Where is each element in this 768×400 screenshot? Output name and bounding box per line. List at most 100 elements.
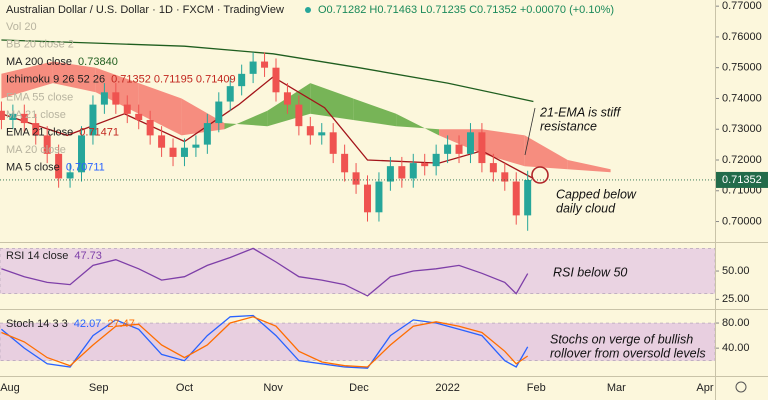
cloud (567, 160, 611, 173)
panel-title: RSI 14 close (6, 250, 68, 262)
candle-body (203, 123, 211, 145)
candle-body (32, 123, 40, 136)
x-tick-label: Sep (89, 382, 109, 394)
series-line (1, 247, 529, 297)
y-tick-label: 0.70000 (722, 215, 762, 227)
candle-body (386, 166, 394, 182)
candle-body (364, 184, 372, 213)
candle-body (169, 147, 177, 157)
x-tick-label: Nov (263, 382, 283, 394)
legend-name: EMA 55 close (6, 91, 73, 103)
panel-value: 47.73 (74, 250, 102, 262)
cloud (310, 83, 354, 120)
candle-body (158, 135, 166, 148)
x-tick-label: Apr (696, 382, 713, 394)
panel-title: Stoch 14 3 3 (6, 318, 68, 330)
candle-body (192, 144, 200, 148)
cloud (224, 110, 268, 130)
candle-body (261, 61, 269, 68)
candle-body (20, 113, 28, 124)
candle-body (89, 104, 97, 136)
y-tick-label: 0.75000 (722, 62, 762, 74)
candle-body (135, 113, 143, 120)
y-tick-label: 0.74000 (722, 92, 762, 104)
candle-body (55, 153, 63, 179)
candle-body (421, 163, 429, 167)
last-price-label: 0.71352 (722, 174, 762, 186)
annotation: 21-EMA is stiff (539, 105, 622, 119)
settings-icon[interactable] (735, 381, 747, 393)
candle-body (329, 132, 337, 154)
x-tick-label: Mar (607, 382, 626, 394)
y-tick-label: 0.76000 (722, 31, 762, 43)
y-tick-label: 40.00 (722, 342, 750, 354)
y-tick-label: 80.00 (722, 317, 750, 329)
legend-name: Vol 20 (6, 21, 37, 33)
candle-body (215, 101, 223, 124)
y-tick-label: 50.00 (722, 265, 750, 277)
candle-body (123, 104, 131, 114)
candle-body (306, 126, 314, 136)
y-tick-label: 0.72000 (722, 154, 762, 166)
annotation: resistance (540, 119, 597, 133)
candle-body (524, 180, 532, 216)
candle-body (9, 113, 17, 120)
candle-body (455, 144, 463, 154)
cloud (138, 83, 182, 136)
candle-body (283, 92, 291, 105)
cloud (95, 67, 139, 114)
series-line (1, 39, 534, 103)
candle-body (466, 132, 474, 154)
candle-body (501, 172, 509, 182)
panel-value: 42.07 (74, 318, 102, 330)
cloud (1, 61, 53, 99)
candle-body (180, 147, 188, 157)
band (0, 248, 716, 294)
legend-value: 0.70711 (66, 162, 105, 174)
legend-name: MA 21 close (6, 109, 66, 121)
cloud (353, 98, 397, 127)
legend-name: Ichimoku 9 26 52 26 (6, 74, 105, 86)
candle-body (146, 120, 154, 136)
candle-body (478, 132, 486, 164)
candle-body (318, 132, 326, 136)
y-tick-label: 0.73000 (722, 123, 762, 135)
candle-body (444, 144, 452, 154)
x-tick-label: Dec (349, 382, 369, 394)
cloud (524, 135, 568, 170)
y-tick-label: 0.77000 (722, 0, 762, 12)
annotation: daily cloud (556, 201, 616, 215)
panel-value: 27.47 (107, 318, 135, 330)
cloud (481, 129, 525, 167)
candle-body (341, 153, 349, 173)
legend-value: 0.71471 (79, 127, 119, 139)
annotation: rollover from oversold levels (550, 346, 706, 360)
candle-body (226, 86, 234, 102)
x-tick-label: Oct (176, 382, 193, 394)
candle-body (272, 67, 280, 93)
legend-value: 0.73840 (78, 56, 118, 68)
x-tick-label: 2022 (435, 382, 459, 394)
candle-body (512, 181, 520, 216)
candle-body (295, 104, 303, 127)
ohlc: O0.71282 H0.71463 L0.71235 C0.71352 +0.0… (318, 4, 614, 16)
annotation: Capped below (556, 187, 637, 201)
legend-name: MA 20 close (6, 144, 66, 156)
candle-body (0, 110, 5, 120)
status-dot (305, 7, 311, 13)
series-line (1, 316, 529, 368)
candle-body (100, 92, 108, 105)
chart-title: Australian Dollar / U.S. Dollar · 1D · F… (6, 4, 284, 16)
annotation: Stochs on verge of bullish (550, 332, 693, 346)
legend-name: MA 200 close (6, 56, 72, 68)
legend-name: MA 5 close (6, 162, 60, 174)
candle-body (398, 166, 406, 179)
candle-body (375, 181, 383, 213)
legend-value: 0.71352 0.71195 0.71409 (111, 74, 236, 86)
candle-body (352, 172, 360, 185)
candle-body (238, 73, 246, 87)
legend-name: EMA 21 close (6, 127, 73, 139)
annotation: RSI below 50 (553, 265, 627, 279)
